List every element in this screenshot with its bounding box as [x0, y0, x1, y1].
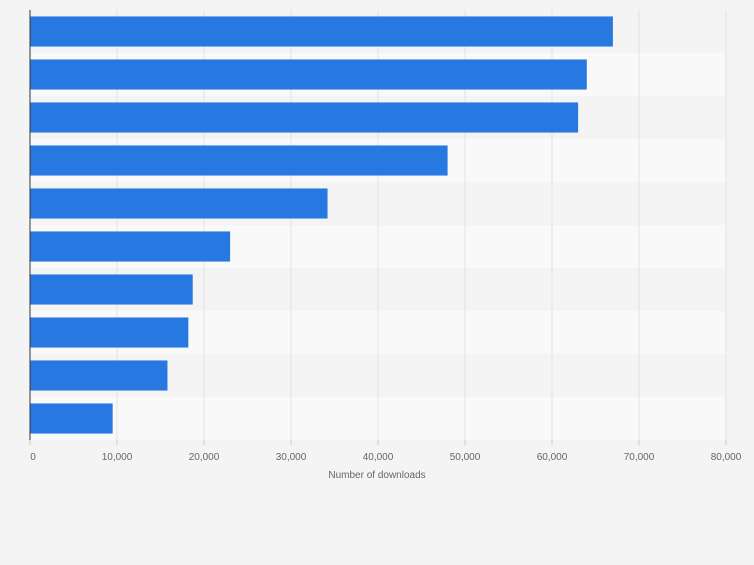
tick-label: 70,000	[624, 452, 655, 463]
tick-label: 0	[30, 452, 36, 463]
bar	[30, 102, 579, 133]
tick-label: 40,000	[363, 452, 394, 463]
tick-label: 50,000	[450, 452, 481, 463]
bar	[30, 16, 613, 47]
bar	[30, 360, 168, 391]
bar	[30, 59, 587, 90]
tick-label: 20,000	[189, 452, 220, 463]
bar	[30, 317, 189, 348]
bar	[30, 403, 113, 434]
bar	[30, 145, 448, 176]
bar	[30, 231, 231, 262]
bar	[30, 274, 193, 305]
x-axis-label: Number of downloads	[328, 470, 425, 481]
bar	[30, 188, 328, 219]
bars-group	[30, 16, 613, 434]
tick-label: 30,000	[276, 452, 307, 463]
tick-label: 10,000	[102, 452, 133, 463]
tick-label: 60,000	[537, 452, 568, 463]
x-axis-ticks: 0 10,000 20,000 30,000 40,000 50,000 60,000 70,…	[29, 440, 742, 463]
tick-label: 80,000	[711, 452, 742, 463]
